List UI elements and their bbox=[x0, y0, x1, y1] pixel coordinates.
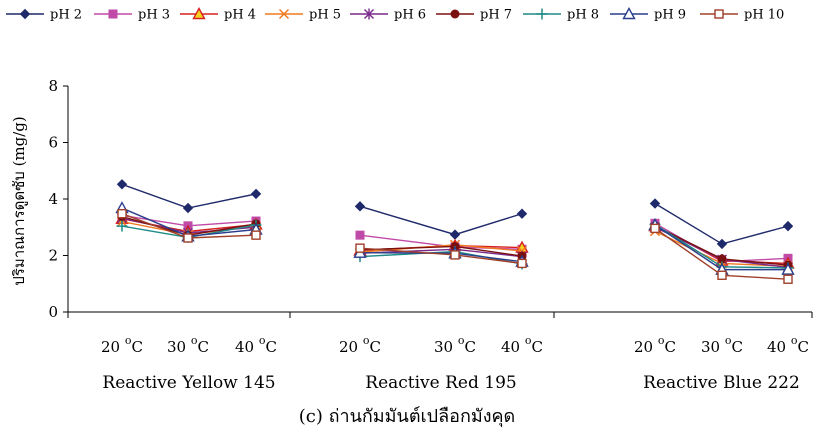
y-axis-label: ปริมาณการดูดซับ (mg/g) bbox=[10, 116, 28, 286]
series-ph-2 bbox=[116, 179, 794, 250]
series-ph-8 bbox=[116, 218, 794, 274]
data-point bbox=[450, 250, 460, 260]
series-ph-10 bbox=[117, 208, 793, 284]
data-point bbox=[782, 220, 794, 232]
x-tick-label: 20 oC bbox=[339, 334, 381, 356]
x-tick-label: 40 oC bbox=[501, 334, 543, 356]
legend-label: pH 6 bbox=[394, 8, 426, 23]
data-point bbox=[116, 179, 128, 190]
series-ph-4 bbox=[115, 211, 795, 269]
legend-item: pH 2 bbox=[6, 8, 82, 23]
x-tick-label: 30 oC bbox=[167, 334, 209, 356]
y-axis: 0 2 4 6 8 bbox=[48, 77, 69, 321]
data-point bbox=[108, 9, 118, 19]
data-point bbox=[116, 220, 128, 232]
data-point bbox=[19, 8, 31, 20]
data-point bbox=[516, 208, 528, 219]
x-tick-label: 30 oC bbox=[434, 334, 476, 356]
legend: pH 2 pH 3 pH 4 pH 5 pH 6 pH 7 pH 8 pH 9 pH 10 bbox=[6, 7, 784, 23]
x-tick-label: 30 oC bbox=[701, 334, 743, 356]
data-point bbox=[783, 274, 793, 284]
data-point bbox=[622, 7, 636, 20]
legend-label: pH 8 bbox=[567, 8, 599, 23]
group-label: Reactive Yellow 145 bbox=[102, 373, 275, 393]
data-point bbox=[450, 9, 460, 19]
series-line bbox=[359, 205, 523, 236]
legend-item: pH 9 bbox=[610, 7, 686, 23]
legend-label: pH 10 bbox=[744, 8, 784, 23]
data-point bbox=[449, 229, 461, 240]
data-point bbox=[536, 8, 548, 20]
data-point bbox=[354, 201, 366, 212]
data-point bbox=[183, 233, 193, 243]
legend-label: pH 4 bbox=[224, 8, 256, 23]
x-axis: 20 oC 30 oC 40 oC Reactive Yellow 145 20 oC 3… bbox=[67, 311, 813, 393]
legend-item: pH 3 bbox=[94, 8, 170, 23]
series-layer bbox=[115, 179, 795, 284]
chart-caption: (c) ถ่านกัมมันต์เปลือกมังคุด bbox=[299, 406, 515, 427]
data-point bbox=[251, 230, 261, 240]
x-tick-label: 20 oC bbox=[101, 334, 143, 356]
y-tick-label: 8 bbox=[48, 77, 58, 95]
data-point bbox=[714, 9, 724, 19]
data-point bbox=[650, 223, 660, 234]
legend-label: pH 9 bbox=[654, 8, 686, 23]
legend-item: pH 6 bbox=[350, 8, 426, 23]
data-point bbox=[355, 230, 365, 240]
data-point bbox=[649, 198, 661, 209]
legend-label: pH 5 bbox=[309, 8, 341, 23]
legend-item: pH 5 bbox=[265, 8, 341, 23]
data-point bbox=[364, 8, 374, 20]
y-tick-label: 2 bbox=[48, 247, 58, 265]
data-point bbox=[355, 243, 365, 253]
x-tick-label: 40 oC bbox=[235, 334, 277, 356]
data-point bbox=[517, 258, 527, 269]
legend-label: pH 3 bbox=[138, 8, 170, 23]
y-tick-label: 0 bbox=[48, 303, 58, 321]
data-point bbox=[250, 188, 262, 200]
x-tick-label: 40 oC bbox=[767, 334, 809, 356]
legend-item: pH 4 bbox=[180, 7, 256, 23]
data-point bbox=[717, 270, 727, 280]
legend-label: pH 7 bbox=[480, 8, 512, 23]
legend-label: pH 2 bbox=[50, 8, 82, 23]
x-tick-label: 20 oC bbox=[634, 334, 676, 356]
data-point bbox=[182, 202, 194, 214]
group-label: Reactive Red 195 bbox=[365, 373, 516, 393]
data-point bbox=[781, 262, 795, 275]
legend-item: pH 7 bbox=[436, 8, 512, 23]
legend-item: pH 10 bbox=[700, 8, 784, 23]
y-tick-label: 6 bbox=[48, 134, 58, 152]
y-tick-label: 4 bbox=[48, 190, 58, 208]
data-point bbox=[716, 238, 728, 250]
data-point bbox=[117, 208, 127, 219]
group-label: Reactive Blue 222 bbox=[643, 373, 800, 393]
legend-item: pH 8 bbox=[523, 8, 599, 23]
data-point bbox=[192, 7, 206, 20]
data-point bbox=[278, 8, 290, 20]
